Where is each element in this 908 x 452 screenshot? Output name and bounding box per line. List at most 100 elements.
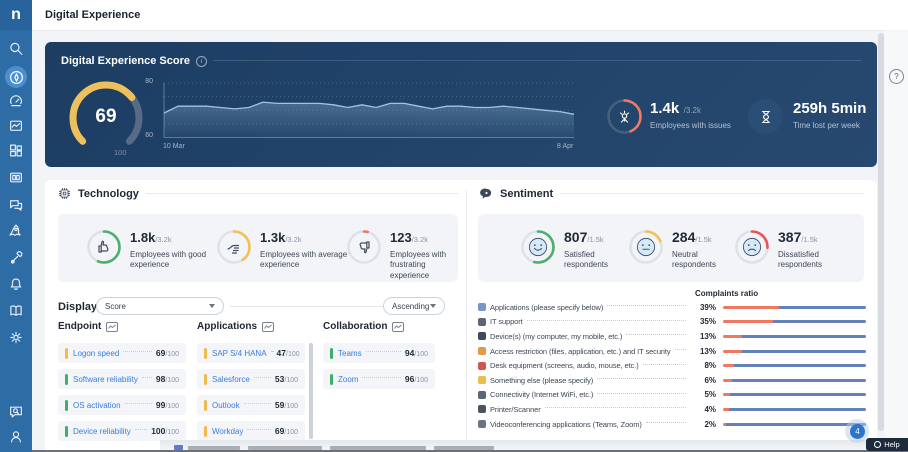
score-row-name[interactable]: Device reliability bbox=[73, 426, 131, 436]
complaint-bar-rest bbox=[741, 349, 866, 353]
complaint-label: Videoconferencing applications (Teams, Z… bbox=[490, 419, 642, 429]
compass-icon[interactable] bbox=[5, 66, 27, 88]
chat-search-icon[interactable] bbox=[9, 404, 24, 419]
technology-title: Technology bbox=[78, 187, 139, 200]
grid-icon[interactable] bbox=[9, 143, 24, 158]
score-row-name[interactable]: Logon speed bbox=[73, 348, 120, 358]
gauge-value: 69 bbox=[95, 106, 117, 127]
employees-with-issues-stat: 1.4k /3.2k Employees with issues bbox=[650, 100, 731, 130]
score-level-bar bbox=[204, 399, 207, 411]
gauge-icon[interactable] bbox=[9, 93, 24, 108]
score-level-bar bbox=[65, 347, 68, 359]
display-divider bbox=[230, 306, 422, 307]
speech-bubble-icon bbox=[480, 188, 492, 199]
complaint-bar-ratio bbox=[723, 378, 732, 382]
dotted-leader bbox=[597, 392, 686, 394]
score-row-name[interactable]: OS activation bbox=[73, 400, 121, 410]
complaint-bar-rest bbox=[731, 378, 866, 382]
sort-by-select[interactable]: Score bbox=[96, 297, 224, 315]
score-row-name[interactable]: Zoom bbox=[338, 374, 359, 384]
sort-order-select[interactable]: Ascending bbox=[383, 297, 445, 315]
page-scrollbar[interactable] bbox=[878, 33, 884, 431]
score-row[interactable]: Teams 94/100 bbox=[323, 343, 435, 363]
complaint-bar-ratio bbox=[723, 320, 773, 324]
dotted-leader bbox=[243, 403, 271, 404]
gear-icon[interactable] bbox=[9, 330, 24, 345]
column-title: Collaboration bbox=[323, 321, 388, 332]
complaint-bar bbox=[723, 378, 866, 382]
complaint-row: Desk equipment (screens, audio, mouse, e… bbox=[478, 358, 866, 373]
stat-label: Dissatisfied respondents bbox=[778, 250, 823, 270]
score-row[interactable]: Workday 69/100 bbox=[197, 421, 305, 441]
score-row-name[interactable]: Software reliability bbox=[73, 374, 138, 384]
cards-icon[interactable] bbox=[9, 170, 24, 185]
score-row-name[interactable]: Outlook bbox=[212, 400, 240, 410]
phone-icon bbox=[478, 332, 486, 341]
score-trend-chart bbox=[163, 82, 575, 138]
help-button[interactable]: Help bbox=[866, 438, 908, 451]
chat-icon[interactable] bbox=[9, 197, 24, 212]
column-scrollbar[interactable] bbox=[309, 343, 313, 439]
dotted-leader bbox=[626, 334, 686, 336]
score-row[interactable]: Logon speed 69/100 bbox=[58, 343, 186, 363]
score-row[interactable]: Device reliability 100/100 bbox=[58, 421, 186, 441]
footer-logo-sliver bbox=[174, 445, 183, 450]
thumb-down-icon bbox=[359, 241, 370, 254]
good-experience-stat: 1.8k/3.2k Employees with good experience bbox=[86, 229, 222, 271]
score-row[interactable]: OS activation 99/100 bbox=[58, 395, 186, 415]
bell-icon[interactable] bbox=[9, 276, 24, 291]
score-row-name[interactable]: Workday bbox=[212, 426, 244, 436]
dotted-leader bbox=[642, 363, 686, 365]
stat-total: /1.5k bbox=[801, 235, 818, 244]
nexthink-logo[interactable]: n bbox=[0, 0, 32, 30]
column-header-collaboration: Collaboration bbox=[323, 321, 405, 332]
complaint-bar-rest bbox=[730, 393, 866, 397]
y-tick-80: 80 bbox=[145, 78, 153, 85]
complaint-bar-rest bbox=[725, 422, 866, 426]
rocket-icon[interactable] bbox=[9, 223, 24, 238]
complaint-bar bbox=[723, 320, 866, 324]
search-icon[interactable] bbox=[9, 41, 24, 56]
score-row[interactable]: Salesforce 53/100 bbox=[197, 369, 305, 389]
user-icon[interactable] bbox=[9, 429, 24, 444]
score-level-bar bbox=[204, 425, 207, 437]
complaint-percent: 39% bbox=[699, 302, 716, 312]
score-row[interactable]: Software reliability 98/100 bbox=[58, 369, 186, 389]
complaint-bar bbox=[723, 334, 866, 338]
column-header-applications: Applications bbox=[197, 321, 275, 332]
complaint-bar bbox=[723, 364, 866, 368]
stat-label: Employees with good experience bbox=[130, 250, 207, 270]
footer-cutoff-text bbox=[188, 446, 240, 450]
stat-value: 387 bbox=[778, 229, 802, 245]
complaint-row: Something else (please specify) 6% bbox=[478, 373, 866, 388]
bottom-edge bbox=[32, 450, 908, 452]
score-row[interactable]: Outlook 59/100 bbox=[197, 395, 305, 415]
complaint-label: IT support bbox=[490, 317, 523, 327]
column-title: Endpoint bbox=[58, 321, 102, 332]
dotted-leader bbox=[141, 377, 152, 378]
complaint-bar-ratio bbox=[723, 349, 742, 353]
score-value: 69/100 bbox=[155, 348, 179, 358]
gauge-max-label: 100 bbox=[114, 148, 127, 157]
footer-cutoff-text bbox=[434, 446, 494, 450]
dotted-leader bbox=[607, 305, 686, 307]
book-icon[interactable] bbox=[9, 303, 24, 318]
help-question-icon[interactable]: ? bbox=[889, 69, 904, 84]
dotted-leader bbox=[123, 351, 152, 352]
time-lost-stat: 259h 5min Time lost per week bbox=[793, 100, 866, 130]
score-value: 59/100 bbox=[274, 400, 298, 410]
dotted-leader bbox=[526, 319, 686, 321]
info-icon[interactable]: i bbox=[196, 56, 207, 67]
score-row[interactable]: Zoom 96/100 bbox=[323, 369, 435, 389]
score-row-name[interactable]: SAP S/4 HANA bbox=[212, 348, 267, 358]
score-row[interactable]: SAP S/4 HANA 47/100 bbox=[197, 343, 305, 363]
score-value: 99/100 bbox=[155, 400, 179, 410]
chart-window-icon[interactable] bbox=[9, 118, 24, 133]
complaint-label: Applications (please specify below) bbox=[490, 302, 604, 312]
notification-badge[interactable]: 4 bbox=[850, 424, 865, 439]
right-rail bbox=[885, 30, 908, 452]
trend-icon bbox=[106, 321, 119, 332]
score-row-name[interactable]: Teams bbox=[338, 348, 362, 358]
score-row-name[interactable]: Salesforce bbox=[212, 374, 250, 384]
tools-icon[interactable] bbox=[9, 250, 24, 265]
